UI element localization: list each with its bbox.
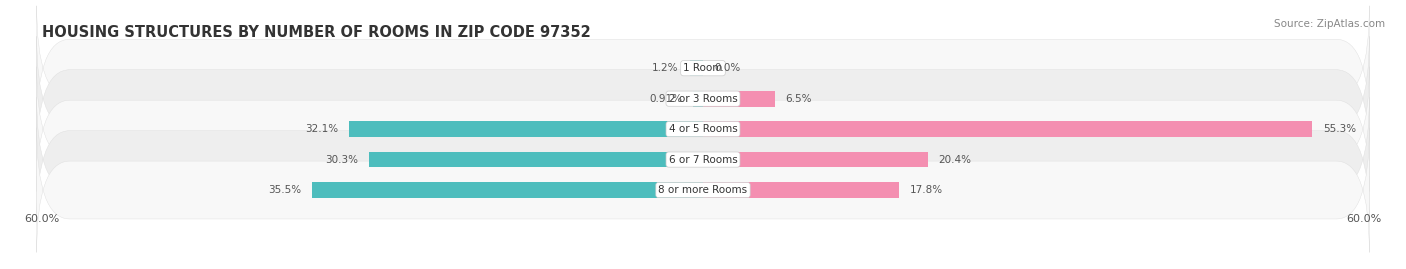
Bar xyxy=(350,121,703,137)
Bar xyxy=(703,121,1312,137)
Bar xyxy=(703,182,898,198)
Text: 17.8%: 17.8% xyxy=(910,185,943,195)
Text: Source: ZipAtlas.com: Source: ZipAtlas.com xyxy=(1274,19,1385,29)
Bar xyxy=(693,91,703,107)
Text: 30.3%: 30.3% xyxy=(325,155,359,165)
Bar xyxy=(703,91,775,107)
FancyBboxPatch shape xyxy=(37,97,1369,222)
FancyBboxPatch shape xyxy=(37,128,1369,252)
Bar xyxy=(690,60,703,76)
Text: HOUSING STRUCTURES BY NUMBER OF ROOMS IN ZIP CODE 97352: HOUSING STRUCTURES BY NUMBER OF ROOMS IN… xyxy=(42,25,591,40)
Text: 1.2%: 1.2% xyxy=(652,63,679,73)
Text: 6 or 7 Rooms: 6 or 7 Rooms xyxy=(669,155,737,165)
Text: 8 or more Rooms: 8 or more Rooms xyxy=(658,185,748,195)
Text: 20.4%: 20.4% xyxy=(939,155,972,165)
Text: 55.3%: 55.3% xyxy=(1323,124,1357,134)
Text: 32.1%: 32.1% xyxy=(305,124,339,134)
Text: 0.91%: 0.91% xyxy=(650,94,682,104)
Text: 35.5%: 35.5% xyxy=(269,185,301,195)
Text: 2 or 3 Rooms: 2 or 3 Rooms xyxy=(669,94,737,104)
FancyBboxPatch shape xyxy=(37,36,1369,161)
Text: 1 Room: 1 Room xyxy=(683,63,723,73)
Bar xyxy=(703,152,928,168)
Text: 4 or 5 Rooms: 4 or 5 Rooms xyxy=(669,124,737,134)
Bar xyxy=(370,152,703,168)
FancyBboxPatch shape xyxy=(37,67,1369,192)
Text: 6.5%: 6.5% xyxy=(786,94,813,104)
Bar xyxy=(312,182,703,198)
FancyBboxPatch shape xyxy=(37,6,1369,131)
Text: 0.0%: 0.0% xyxy=(714,63,741,73)
